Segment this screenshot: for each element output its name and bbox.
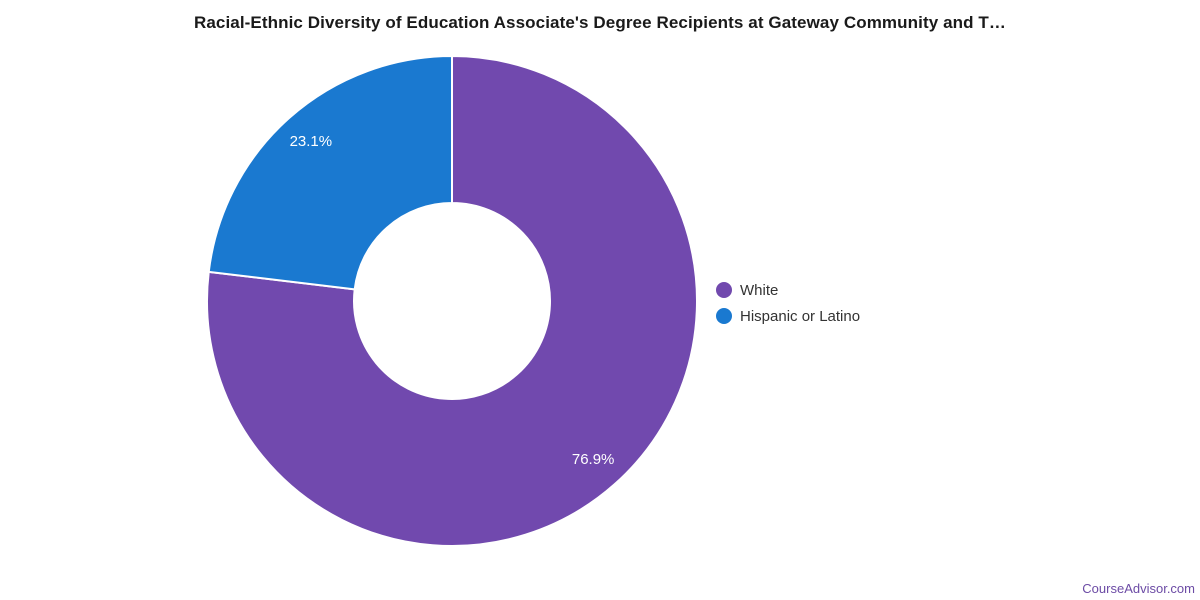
pie-slice-hispanic-or-latino[interactable]: [207, 55, 453, 291]
legend-swatch-icon: [716, 282, 732, 298]
slice-data-label: 23.1%: [290, 133, 333, 150]
slice-data-label: 76.9%: [572, 451, 615, 468]
legend: White Hispanic or Latino: [716, 277, 860, 329]
legend-item-white[interactable]: White: [716, 277, 860, 303]
legend-label: Hispanic or Latino: [740, 307, 861, 325]
pie-slice-white[interactable]: [206, 55, 698, 547]
legend-swatch-icon: [716, 308, 732, 324]
legend-label: White: [740, 281, 779, 299]
footer-link[interactable]: CourseAdvisor.com: [1082, 581, 1195, 596]
legend-item-hispanic-or-latino[interactable]: Hispanic or Latino: [716, 303, 860, 329]
chart-title: Racial-Ethnic Diversity of Education Ass…: [193, 13, 1007, 32]
